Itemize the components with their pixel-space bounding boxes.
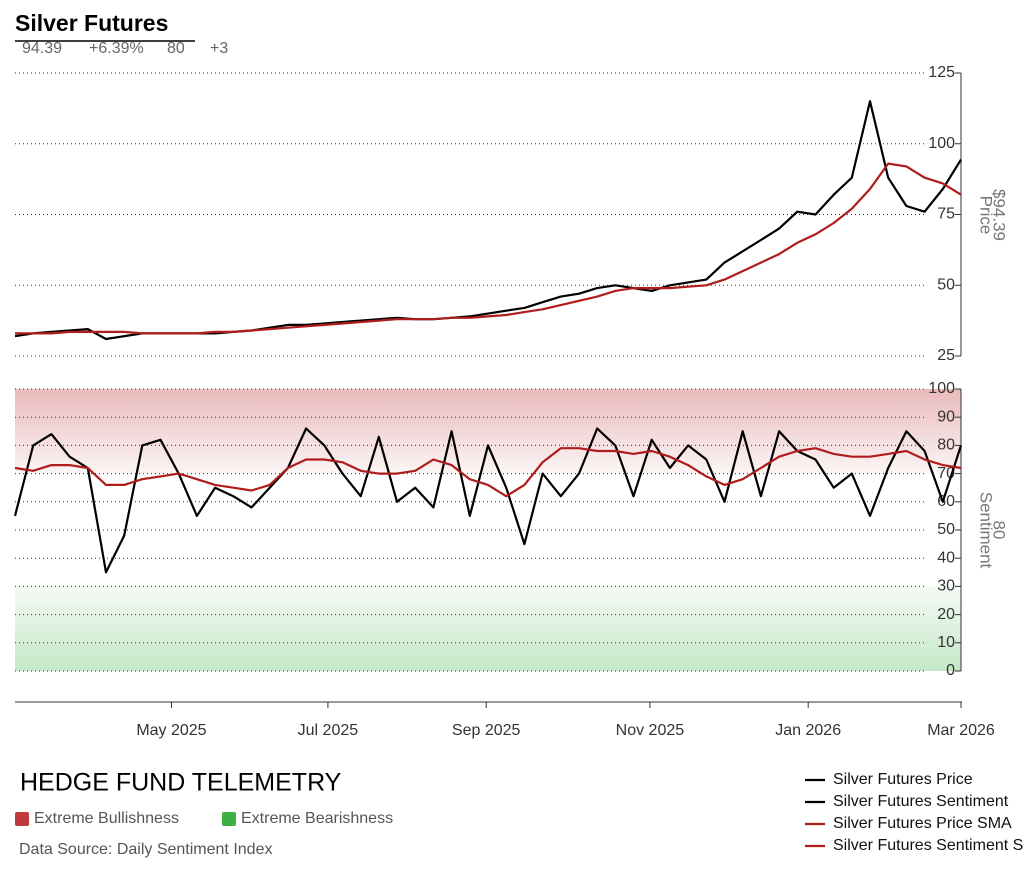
band <box>15 586 961 671</box>
y-tick-label: 30 <box>937 578 955 595</box>
legend-label: Silver Futures Price SMA <box>833 815 1012 832</box>
legend-label: Extreme Bearishness <box>241 810 393 827</box>
legend-swatch <box>222 812 236 826</box>
y-tick-label: 80 <box>937 437 955 454</box>
y-tick-label: 25 <box>937 347 955 364</box>
y-axis-label: Price <box>977 196 996 235</box>
source: Data Source: Daily Sentiment Index <box>19 841 272 858</box>
legend-label: Silver Futures Sentiment <box>833 793 1009 810</box>
y-axis-value: $94.39 <box>990 189 1009 241</box>
stat: 80 <box>167 40 185 57</box>
x-tick-label: Nov 2025 <box>616 722 685 739</box>
legend-label: Extreme Bullishness <box>34 810 179 827</box>
legend-label: Silver Futures Sentiment SMA <box>833 837 1024 854</box>
x-tick-label: May 2025 <box>136 722 206 739</box>
stat: +6.39% <box>89 40 144 57</box>
legend-label: Silver Futures Price <box>833 771 973 788</box>
series-line <box>14 447 962 498</box>
x-tick-label: Sep 2025 <box>452 722 521 739</box>
x-tick-label: Jan 2026 <box>775 722 841 739</box>
stat: 94.39 <box>22 40 62 57</box>
y-tick-label: 100 <box>928 135 955 152</box>
series-line <box>15 162 962 335</box>
y-tick-label: 125 <box>928 64 955 81</box>
y-axis-label: Sentiment <box>977 492 996 569</box>
y-tick-label: 90 <box>937 408 955 425</box>
band <box>15 389 961 474</box>
y-tick-label: 40 <box>937 549 955 566</box>
x-tick-label: Jul 2025 <box>298 722 359 739</box>
x-tick-label: Mar 2026 <box>927 722 995 739</box>
y-axis-value: 80 <box>990 521 1009 540</box>
series-line <box>13 427 963 574</box>
axis-label: Price$94.39 <box>977 189 1009 241</box>
y-tick-label: 50 <box>937 521 955 538</box>
stat: +3 <box>210 40 228 57</box>
y-tick-label: 10 <box>937 634 955 651</box>
title: Silver Futures <box>15 10 168 36</box>
y-tick-label: 20 <box>937 606 955 623</box>
series-line <box>14 100 962 341</box>
y-tick-label: 50 <box>937 276 955 293</box>
legend-swatch <box>15 812 29 826</box>
y-tick-label: 0 <box>946 662 955 679</box>
y-tick-label: 75 <box>937 206 955 223</box>
y-tick-label: 100 <box>928 380 955 397</box>
brand: HEDGE FUND TELEMETRY <box>20 769 342 797</box>
